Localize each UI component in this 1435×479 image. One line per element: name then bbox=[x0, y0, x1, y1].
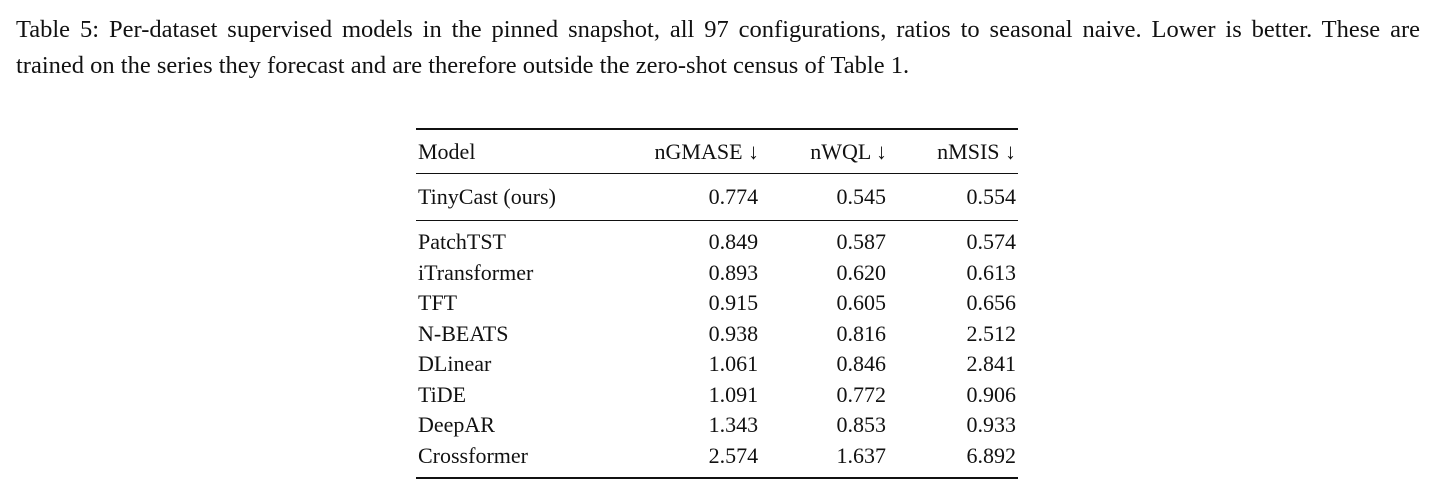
table-row: DeepAR 1.343 0.853 0.933 bbox=[416, 410, 1018, 441]
baseline-body: PatchTST 0.849 0.587 0.574 iTransformer … bbox=[416, 221, 1018, 478]
cell-model: TiDE bbox=[418, 381, 467, 407]
table-header: Model nGMASE ↓ nWQL ↓ nMSIS ↓ bbox=[416, 129, 1018, 174]
header-ngmase: nGMASE ↓ bbox=[654, 138, 760, 164]
results-table: Model nGMASE ↓ nWQL ↓ nMSIS ↓ TinyCast (… bbox=[416, 128, 1018, 479]
table-caption: Table 5: Per-dataset supervised models in… bbox=[16, 12, 1420, 84]
cell-model: iTransformer bbox=[418, 259, 534, 285]
cell-model: DLinear bbox=[418, 351, 492, 376]
table-row: TiDE 1.091 0.772 0.906 bbox=[416, 380, 1018, 411]
cell-nwql: 1.637 bbox=[836, 442, 887, 468]
cell-ngmase: 0.774 bbox=[708, 184, 759, 209]
cell-model: TinyCast (ours) bbox=[418, 184, 556, 209]
cell-model: PatchTST bbox=[418, 229, 506, 254]
table-row: iTransformer 0.893 0.620 0.613 bbox=[416, 258, 1018, 289]
cell-nwql: 0.846 bbox=[836, 351, 887, 376]
cell-nmsis: 2.512 bbox=[966, 320, 1017, 346]
cell-nmsis: 6.892 bbox=[966, 442, 1017, 468]
cell-nwql: 0.816 bbox=[836, 320, 887, 346]
cell-nwql: 0.605 bbox=[836, 290, 887, 315]
cell-ngmase: 0.938 bbox=[708, 320, 759, 346]
caption-text: Per-dataset supervised models in the pin… bbox=[16, 16, 1420, 79]
header-row: Model nGMASE ↓ nWQL ↓ nMSIS ↓ bbox=[416, 129, 1018, 174]
header-nwql: nWQL ↓ bbox=[810, 138, 887, 164]
caption-label: Table 5: bbox=[16, 16, 100, 43]
cell-nmsis: 0.613 bbox=[966, 259, 1017, 285]
cell-nwql: 0.587 bbox=[836, 229, 887, 254]
cell-ngmase: 1.343 bbox=[708, 412, 759, 437]
cell-nmsis: 0.933 bbox=[966, 412, 1017, 437]
cell-model: Crossformer bbox=[418, 442, 528, 468]
table-row: PatchTST 0.849 0.587 0.574 bbox=[416, 221, 1018, 258]
table-row: Crossformer 2.574 1.637 6.892 bbox=[416, 441, 1018, 478]
cell-model: DeepAR bbox=[418, 412, 495, 437]
cell-nwql: 0.853 bbox=[836, 412, 887, 437]
cell-nmsis: 2.841 bbox=[966, 351, 1017, 376]
cell-ngmase: 1.091 bbox=[708, 381, 759, 407]
table-row: TFT 0.915 0.605 0.656 bbox=[416, 288, 1018, 319]
cell-nwql: 0.620 bbox=[836, 259, 887, 285]
cell-nmsis: 0.906 bbox=[966, 381, 1017, 407]
cell-ngmase: 0.915 bbox=[708, 290, 759, 315]
cell-ngmase: 2.574 bbox=[708, 442, 759, 468]
cell-model: TFT bbox=[418, 290, 458, 315]
cell-nmsis: 0.574 bbox=[966, 229, 1017, 254]
header-model: Model bbox=[418, 138, 476, 164]
header-nmsis: nMSIS ↓ bbox=[937, 138, 1016, 164]
table-row-ours: TinyCast (ours) 0.774 0.545 0.554 bbox=[416, 174, 1018, 221]
cell-nmsis: 0.554 bbox=[966, 184, 1017, 209]
results-table-container: Model nGMASE ↓ nWQL ↓ nMSIS ↓ TinyCast (… bbox=[416, 128, 1018, 479]
ours-body: TinyCast (ours) 0.774 0.545 0.554 bbox=[416, 174, 1018, 221]
table-row: N-BEATS 0.938 0.816 2.512 bbox=[416, 319, 1018, 350]
cell-model: N-BEATS bbox=[418, 320, 509, 346]
cell-nwql: 0.545 bbox=[836, 184, 887, 209]
table-row: DLinear 1.061 0.846 2.841 bbox=[416, 349, 1018, 380]
cell-ngmase: 0.893 bbox=[708, 259, 759, 285]
cell-nmsis: 0.656 bbox=[966, 290, 1017, 315]
cell-nwql: 0.772 bbox=[836, 381, 887, 407]
cell-ngmase: 1.061 bbox=[708, 351, 759, 376]
cell-ngmase: 0.849 bbox=[708, 229, 759, 254]
